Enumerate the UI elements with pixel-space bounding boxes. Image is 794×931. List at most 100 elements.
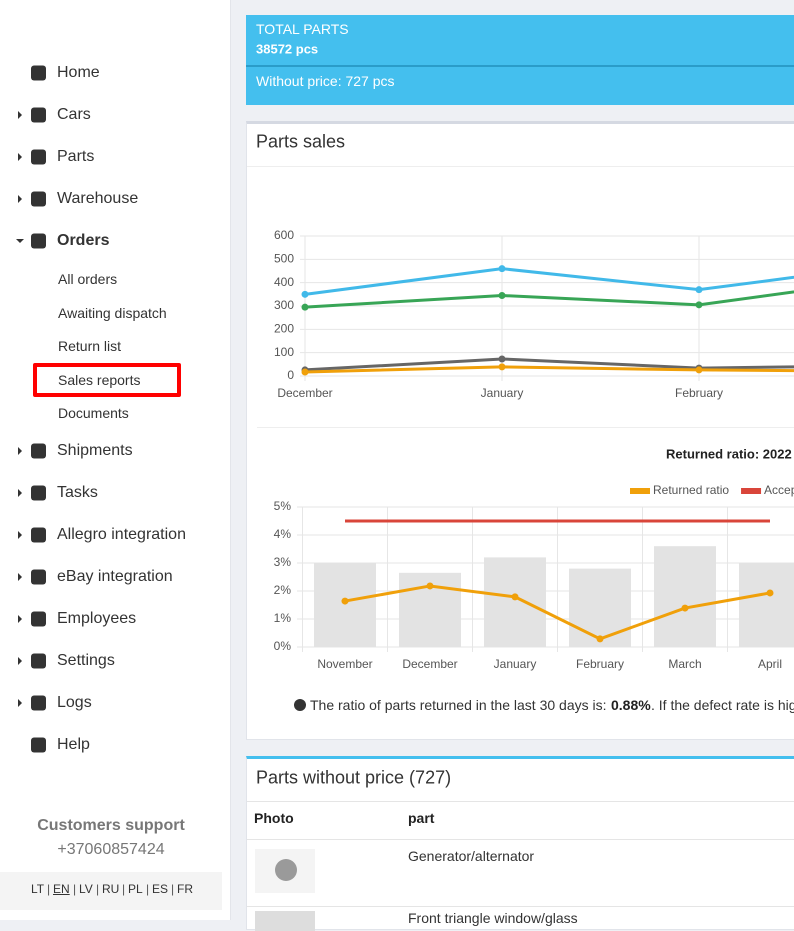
y-tick-label: 2%: [274, 583, 292, 597]
lang-separator: |: [73, 882, 77, 896]
caret: [18, 153, 22, 161]
nav-subitem[interactable]: Documents: [58, 405, 129, 421]
point: [301, 303, 309, 311]
series-line: [344, 584, 771, 641]
x-tick-label: February: [576, 657, 624, 671]
nav-subitem[interactable]: Return list: [58, 338, 122, 354]
caret: [16, 239, 24, 243]
note-text: The ratio of parts returned in the last …: [310, 697, 607, 713]
series-line: [304, 357, 794, 372]
nav-subitem[interactable]: All orders: [58, 271, 118, 287]
legend-swatch: [741, 488, 762, 494]
nav-icon: [31, 653, 46, 668]
card-title: Parts sales: [256, 131, 346, 152]
legend-label: Returned ratio: [653, 483, 729, 497]
table-header: part: [408, 810, 435, 826]
caret: [18, 111, 22, 119]
summary-title: TOTAL PARTS: [256, 21, 349, 37]
nav-item[interactable]: Cars: [57, 106, 91, 123]
language[interactable]: PL: [128, 882, 143, 896]
bar: [314, 563, 376, 647]
photo: [255, 849, 315, 893]
nav-item[interactable]: Parts: [57, 148, 95, 165]
point: [426, 582, 434, 590]
nav-icon: [31, 695, 46, 710]
table-cell: Front triangle window/glass: [408, 910, 578, 926]
nav-item[interactable]: Home: [57, 64, 100, 81]
info-icon: [294, 699, 306, 711]
nav-subitem[interactable]: Sales reports: [58, 371, 141, 388]
support-phone: +37060857424: [57, 841, 165, 858]
y-tick-label: 200: [274, 322, 294, 336]
language[interactable]: FR: [177, 882, 193, 896]
divider: [257, 427, 794, 428]
table-title: Parts without price (727): [256, 767, 452, 788]
nav-icon: [31, 485, 46, 500]
point: [301, 290, 309, 298]
nav-item[interactable]: Orders: [57, 232, 110, 249]
nav-item[interactable]: Logs: [57, 693, 92, 711]
point: [498, 292, 506, 299]
nav-icon: [31, 107, 46, 123]
nav-icon: [31, 65, 46, 81]
nav-item[interactable]: Shipments: [57, 441, 133, 459]
language[interactable]: LV: [79, 882, 93, 896]
bar: [739, 563, 794, 647]
point: [498, 265, 506, 273]
caret: [18, 446, 22, 455]
nav-icon: [31, 527, 46, 542]
nav-icon: [31, 443, 46, 458]
divider: [246, 65, 794, 67]
point: [341, 597, 349, 605]
table-header: Photo: [254, 810, 294, 826]
table-cell: Generator/alternator: [408, 848, 535, 864]
note-text: . If the defect rate is hig: [651, 697, 794, 713]
x-tick-label: April: [758, 657, 782, 671]
y-tick-label: 3%: [274, 555, 292, 569]
nav-item[interactable]: Employees: [57, 609, 137, 627]
y-tick-label: 300: [274, 298, 294, 312]
language[interactable]: ES: [152, 882, 169, 896]
y-tick-label: 1%: [274, 611, 292, 625]
caret: [18, 530, 22, 539]
nav-item[interactable]: Tasks: [57, 483, 98, 501]
lang-separator: |: [47, 882, 51, 896]
y-tick-label: 500: [274, 252, 294, 266]
point: [766, 589, 774, 597]
language[interactable]: EN: [53, 882, 70, 896]
nav-icon: [31, 191, 46, 207]
caret: [18, 488, 22, 497]
summary-without-price: Without price: 727 pcs: [256, 73, 395, 89]
nav-item[interactable]: eBay integration: [57, 567, 173, 585]
y-tick-label: 4%: [274, 527, 292, 541]
point: [695, 301, 703, 309]
x-tick-label: November: [317, 657, 372, 671]
nav-icon: [31, 737, 46, 752]
nav-item[interactable]: Warehouse: [57, 190, 139, 207]
nav-item[interactable]: Allegro integration: [57, 525, 186, 543]
y-tick-label: 400: [274, 275, 294, 289]
point: [681, 604, 689, 612]
nav-item[interactable]: Help: [57, 735, 90, 753]
nav-item[interactable]: Settings: [57, 651, 115, 669]
point: [301, 368, 309, 376]
lang-separator: |: [171, 882, 175, 896]
y-tick-label: 0%: [274, 639, 292, 653]
lang-bar: [0, 872, 222, 910]
point: [695, 366, 703, 374]
point: [596, 635, 604, 643]
language[interactable]: LT: [31, 882, 45, 896]
caret: [18, 614, 22, 623]
nav-subitem[interactable]: Awaiting dispatch: [58, 304, 167, 321]
x-tick-label: February: [675, 386, 723, 400]
highlight: [33, 362, 181, 397]
legend-swatch: [630, 488, 650, 494]
bar: [484, 557, 546, 647]
chart-title: Returned ratio: 2022: [666, 446, 792, 461]
caret: [18, 195, 22, 203]
language[interactable]: RU: [102, 882, 120, 896]
point: [695, 286, 703, 294]
y-tick-label: 600: [274, 228, 294, 242]
